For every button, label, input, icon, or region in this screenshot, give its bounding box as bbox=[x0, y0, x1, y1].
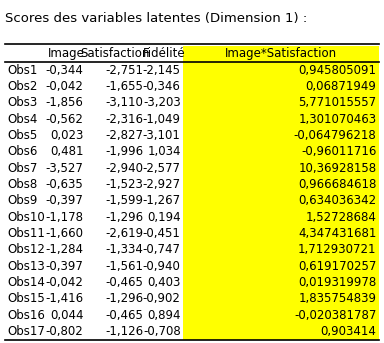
Text: -1,296: -1,296 bbox=[105, 211, 143, 224]
Text: Obs1: Obs1 bbox=[7, 63, 37, 76]
Text: -0,465: -0,465 bbox=[106, 276, 143, 289]
Text: -0,96011716: -0,96011716 bbox=[301, 145, 376, 158]
Text: -2,145: -2,145 bbox=[143, 63, 181, 76]
Text: 1,712930721: 1,712930721 bbox=[298, 243, 376, 256]
Text: 1,52728684: 1,52728684 bbox=[306, 211, 376, 224]
Text: -1,561: -1,561 bbox=[105, 260, 143, 273]
Text: -1,416: -1,416 bbox=[45, 292, 84, 305]
Text: -1,599: -1,599 bbox=[105, 194, 143, 207]
Text: 0,023: 0,023 bbox=[50, 129, 84, 142]
Text: -0,344: -0,344 bbox=[46, 63, 84, 76]
Text: Obs9: Obs9 bbox=[7, 194, 37, 207]
Text: -1,178: -1,178 bbox=[46, 211, 84, 224]
Text: Scores des variables latentes (Dimension 1) :: Scores des variables latentes (Dimension… bbox=[5, 12, 307, 25]
Text: 0,945805091: 0,945805091 bbox=[298, 63, 376, 76]
Text: 0,019319978: 0,019319978 bbox=[298, 276, 376, 289]
Text: 0,903414: 0,903414 bbox=[321, 325, 376, 338]
Text: Obs11: Obs11 bbox=[7, 227, 45, 240]
Text: -2,827: -2,827 bbox=[105, 129, 143, 142]
Text: 0,894: 0,894 bbox=[147, 309, 181, 322]
Text: Obs17: Obs17 bbox=[7, 325, 45, 338]
Text: 10,36928158: 10,36928158 bbox=[298, 162, 376, 175]
Text: -0,042: -0,042 bbox=[46, 80, 84, 93]
Text: -0,465: -0,465 bbox=[106, 309, 143, 322]
Text: -3,203: -3,203 bbox=[143, 96, 181, 109]
Text: 0,619170257: 0,619170257 bbox=[298, 260, 376, 273]
Text: -2,940: -2,940 bbox=[105, 162, 143, 175]
Text: -1,267: -1,267 bbox=[142, 194, 181, 207]
Text: -3,527: -3,527 bbox=[46, 162, 84, 175]
Text: -1,284: -1,284 bbox=[46, 243, 84, 256]
Text: Obs3: Obs3 bbox=[7, 96, 37, 109]
Text: -2,577: -2,577 bbox=[143, 162, 181, 175]
Text: 0,481: 0,481 bbox=[50, 145, 84, 158]
Text: -0,802: -0,802 bbox=[46, 325, 84, 338]
Text: -2,927: -2,927 bbox=[142, 178, 181, 191]
Text: 0,634036342: 0,634036342 bbox=[298, 194, 376, 207]
Text: -1,334: -1,334 bbox=[106, 243, 143, 256]
Text: -0,902: -0,902 bbox=[143, 292, 181, 305]
Text: -0,451: -0,451 bbox=[143, 227, 181, 240]
Text: Obs10: Obs10 bbox=[7, 211, 45, 224]
Text: Satisfaction: Satisfaction bbox=[81, 47, 150, 60]
Text: -2,619: -2,619 bbox=[105, 227, 143, 240]
Text: -3,101: -3,101 bbox=[143, 129, 181, 142]
Text: Obs5: Obs5 bbox=[7, 129, 37, 142]
Text: Image*Satisfaction: Image*Satisfaction bbox=[225, 47, 337, 60]
Text: Image: Image bbox=[48, 47, 85, 60]
Text: -0,708: -0,708 bbox=[143, 325, 181, 338]
Text: 5,771015557: 5,771015557 bbox=[298, 96, 376, 109]
Text: -0,397: -0,397 bbox=[46, 194, 84, 207]
Text: 4,347431681: 4,347431681 bbox=[298, 227, 376, 240]
Text: 0,194: 0,194 bbox=[147, 211, 181, 224]
Text: -2,316: -2,316 bbox=[105, 113, 143, 126]
Text: -1,996: -1,996 bbox=[105, 145, 143, 158]
Text: -1,049: -1,049 bbox=[143, 113, 181, 126]
Text: Obs16: Obs16 bbox=[7, 309, 45, 322]
Text: -1,523: -1,523 bbox=[106, 178, 143, 191]
Text: -1,296: -1,296 bbox=[105, 292, 143, 305]
Text: Obs8: Obs8 bbox=[7, 178, 37, 191]
Text: Fidélité: Fidélité bbox=[142, 47, 185, 60]
Bar bbox=[182, 46, 379, 340]
Text: -1,856: -1,856 bbox=[46, 96, 84, 109]
Text: Obs6: Obs6 bbox=[7, 145, 37, 158]
Text: -2,751: -2,751 bbox=[105, 63, 143, 76]
Text: Obs2: Obs2 bbox=[7, 80, 37, 93]
Text: Obs4: Obs4 bbox=[7, 113, 37, 126]
Text: Obs15: Obs15 bbox=[7, 292, 45, 305]
Text: Obs14: Obs14 bbox=[7, 276, 45, 289]
Text: -0,940: -0,940 bbox=[143, 260, 181, 273]
Text: 1,835754839: 1,835754839 bbox=[298, 292, 376, 305]
Text: -0,562: -0,562 bbox=[46, 113, 84, 126]
Text: -3,110: -3,110 bbox=[106, 96, 143, 109]
Text: -1,126: -1,126 bbox=[105, 325, 143, 338]
Text: -0,020381787: -0,020381787 bbox=[294, 309, 376, 322]
Text: -1,655: -1,655 bbox=[106, 80, 143, 93]
Text: -0,346: -0,346 bbox=[143, 80, 181, 93]
Text: -0,064796218: -0,064796218 bbox=[294, 129, 376, 142]
Text: 1,034: 1,034 bbox=[147, 145, 181, 158]
Text: 0,966684618: 0,966684618 bbox=[298, 178, 376, 191]
Text: 0,403: 0,403 bbox=[147, 276, 181, 289]
Text: 0,044: 0,044 bbox=[50, 309, 84, 322]
Text: -1,660: -1,660 bbox=[46, 227, 84, 240]
Text: -0,635: -0,635 bbox=[46, 178, 84, 191]
Text: Obs12: Obs12 bbox=[7, 243, 45, 256]
Text: -0,747: -0,747 bbox=[143, 243, 181, 256]
Text: -0,397: -0,397 bbox=[46, 260, 84, 273]
Text: Obs7: Obs7 bbox=[7, 162, 37, 175]
Text: 1,301070463: 1,301070463 bbox=[298, 113, 376, 126]
Text: -0,042: -0,042 bbox=[46, 276, 84, 289]
Text: 0,06871949: 0,06871949 bbox=[306, 80, 376, 93]
Text: Obs13: Obs13 bbox=[7, 260, 45, 273]
